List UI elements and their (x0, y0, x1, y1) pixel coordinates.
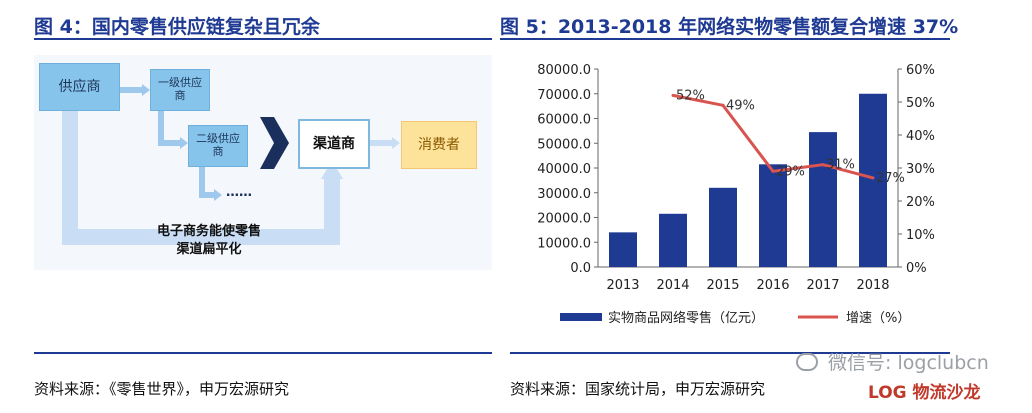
right-axis-tick-label: 0% (906, 261, 927, 276)
right-axis-tick-label: 30% (906, 162, 935, 177)
bar (759, 164, 787, 267)
channel-node: 渠道商 (298, 119, 370, 169)
growth-rate-label: 27% (876, 171, 905, 186)
wechat-id-text: 微信号: logclubcn (828, 352, 989, 374)
left-axis-tick-label: 10000.0 (537, 236, 591, 251)
x-axis-tick-label: 2017 (806, 278, 839, 293)
logclub-logo: LOG 物流沙龙 (868, 383, 981, 403)
right-axis-tick-label: 40% (906, 129, 935, 144)
bar (659, 213, 687, 267)
tier2-supplier-label: 二级供应商 (196, 132, 240, 158)
growth-rate-point (721, 103, 725, 107)
growth-rate-label: 52% (676, 88, 705, 103)
right-source-note: 资料来源：国家统计局，申万宏源研究 (510, 380, 766, 398)
right-bottom-rule (510, 352, 950, 354)
growth-rate-point (821, 163, 825, 167)
x-axis-tick-label: 2015 (706, 278, 739, 293)
growth-rate-label: 29% (776, 164, 805, 179)
retail-sales-chart: 0.0 10000.0 20000.0 30000.0 40000.0 50000.0 60… (537, 63, 935, 326)
bar (609, 232, 637, 267)
left-axis-tick-label: 30000.0 (537, 187, 591, 202)
bar (809, 132, 837, 267)
left-axis-tick-label: 50000.0 (537, 137, 591, 152)
tier1-supplier-label: 一级供应商 (158, 76, 202, 102)
x-axis-tick-label: 2018 (856, 278, 889, 293)
consumer-label: 消费者 (418, 136, 460, 153)
right-axis-tick-label: 50% (906, 96, 935, 111)
left-title-rule (34, 38, 492, 40)
x-axis-tick-label: 2013 (606, 278, 639, 293)
supplier-node: 供应商 (39, 63, 120, 111)
growth-rate-point (771, 169, 775, 173)
bar (859, 93, 887, 267)
left-axis-tick-label: 60000.0 (537, 113, 591, 128)
wechat-watermark: 微信号: logclubcn (796, 348, 989, 375)
tier2-supplier-node: 二级供应商 (188, 125, 248, 167)
right-axis-tick-label: 60% (906, 63, 935, 78)
more-tiers-ellipsis: …… (226, 185, 252, 200)
right-figure-title: 图 5：2013-2018 年网络实物零售额复合增速 37% (500, 16, 959, 38)
growth-rate-point (671, 93, 675, 97)
right-axis-tick-label: 10% (906, 228, 935, 243)
growth-rate-label: 49% (726, 98, 755, 113)
x-axis-tick-label: 2016 (756, 278, 789, 293)
left-source-note: 资料来源：《零售世界》，申万宏源研究 (34, 380, 290, 398)
channel-label: 渠道商 (313, 135, 355, 152)
right-axis-tick-label: 20% (906, 195, 935, 210)
tier1-supplier-node: 一级供应商 (150, 69, 210, 111)
wechat-icon (796, 353, 818, 371)
bar (709, 187, 737, 267)
left-figure-title: 图 4：国内零售供应链复杂且冗余 (34, 16, 320, 38)
left-bottom-rule (34, 352, 492, 354)
consumer-node: 消费者 (401, 121, 477, 169)
legend-bar-swatch (560, 313, 602, 321)
diagram-connectors (62, 84, 400, 245)
growth-rate-point (871, 176, 875, 180)
ecommerce-flattening-note: 电子商务能使零售渠道扁平化 (156, 224, 261, 257)
supplier-label: 供应商 (58, 78, 101, 95)
left-axis-tick-label: 40000.0 (537, 162, 591, 177)
left-axis-tick-label: 80000.0 (537, 63, 591, 78)
left-axis-tick-label: 70000.0 (537, 88, 591, 103)
left-axis-tick-label: 0.0 (570, 261, 591, 276)
supply-chain-diagram: 供应商 一级供应商 二级供应商 …… 渠道商 消费者 电子商务能使零售渠道扁平化 (34, 55, 492, 270)
growth-rate-label: 31% (826, 158, 855, 173)
right-title-rule (500, 38, 950, 40)
legend-line-label: 增速（%） (846, 311, 910, 326)
x-axis-tick-label: 2014 (656, 278, 689, 293)
legend-bar-label: 实物商品网络零售（亿元） (608, 310, 764, 326)
left-axis-tick-label: 20000.0 (537, 212, 591, 227)
